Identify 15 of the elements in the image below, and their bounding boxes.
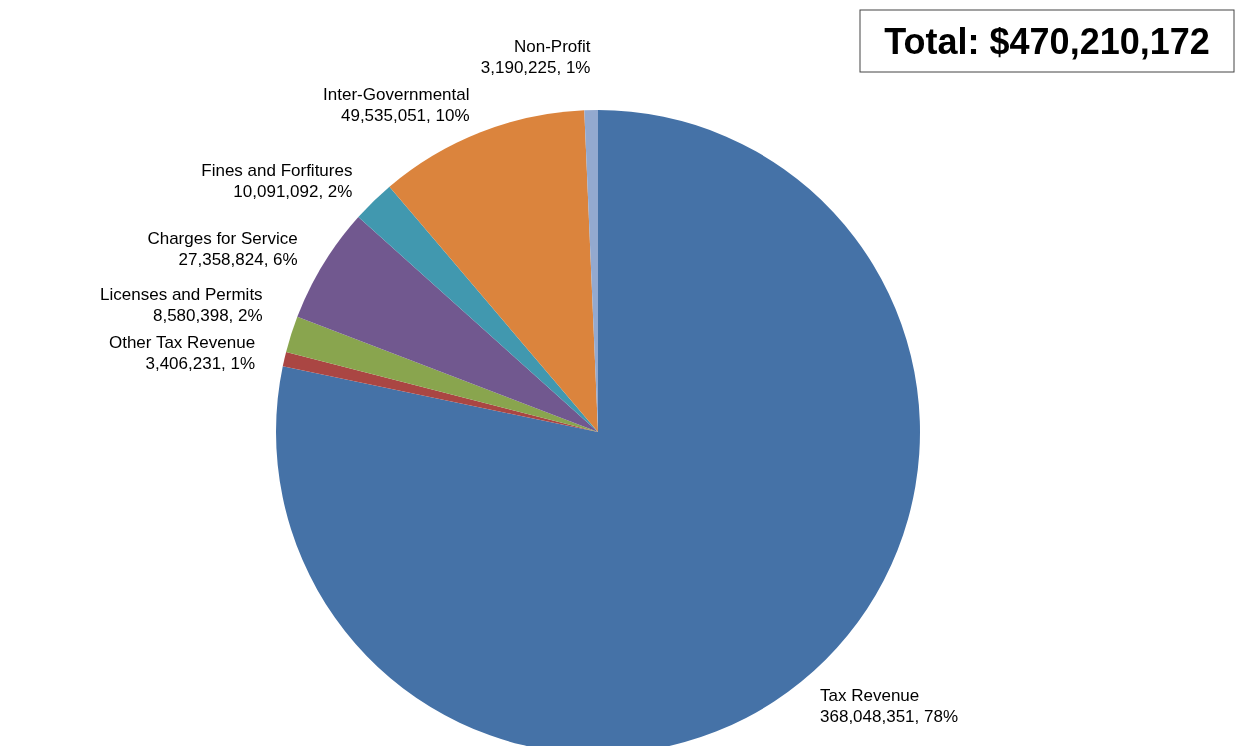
data-label: 27,358,824, 6% (178, 250, 298, 270)
slice-label: Tax Revenue (820, 686, 920, 706)
slice-label: Fines and Forfitures (201, 160, 353, 180)
data-label: 368,048,351, 78% (820, 707, 959, 727)
slice-label: Other Tax Revenue (108, 333, 256, 353)
data-label: 8,580,398, 2% (152, 306, 263, 326)
data-label: 10,091,092, 2% (233, 181, 353, 201)
data-label: 49,535,051, 10% (340, 106, 470, 126)
data-label: 3,190,225, 1% (480, 58, 591, 78)
text: Total: $470,210,172 (884, 21, 1210, 62)
slice-label: Non-Profit (513, 37, 591, 57)
slice-label: Inter-Governmental (323, 85, 470, 105)
slice-label: Licenses and Permits (100, 285, 263, 305)
slice-label: Charges for Service (147, 229, 298, 249)
data-label: 3,406,231, 1% (145, 354, 256, 374)
